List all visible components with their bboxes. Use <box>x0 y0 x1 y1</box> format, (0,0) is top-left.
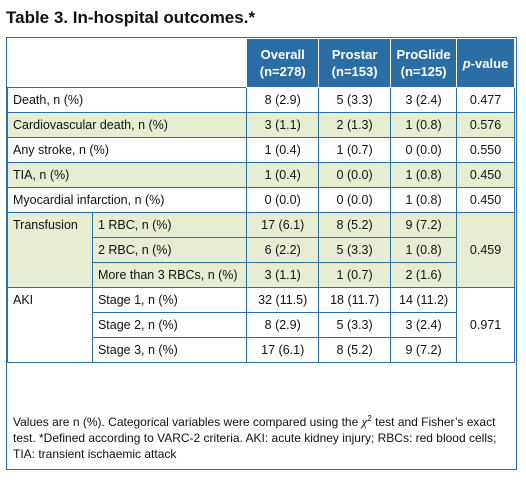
group-label-aki: AKI <box>7 287 93 363</box>
header-blank <box>7 38 247 88</box>
cell-prostar: 5 (3.3) <box>318 312 392 338</box>
cell-prostar: 1 (0.7) <box>318 262 392 288</box>
row-label: TIA, n (%) <box>6 162 248 188</box>
cell-overall: 8 (2.9) <box>246 312 320 338</box>
cell-prostar: 0 (0.0) <box>318 187 392 213</box>
table-row: Myocardial infarction, n (%) 0 (0.0) 0 (… <box>6 187 515 213</box>
row-label: Stage 3, n (%) <box>91 337 248 363</box>
row-label: More than 3 RBCs, n (%) <box>91 262 248 288</box>
table-row: 2 RBC, n (%) 6 (2.2) 5 (3.3) 1 (0.8) <box>8 237 515 263</box>
header-p-value: p-value <box>456 38 515 88</box>
row-label: 2 RBC, n (%) <box>91 237 248 263</box>
cell-prostar: 5 (3.3) <box>318 87 392 113</box>
table-row: Cardiovascular death, n (%) 3 (1.1) 2 (1… <box>6 112 515 138</box>
cell-prostar: 2 (1.3) <box>318 112 392 138</box>
table-title: Table 3. In-hospital outcomes.* <box>6 8 256 27</box>
group-label-transfusion: Transfusion <box>7 212 93 288</box>
cell-overall: 17 (6.1) <box>246 212 320 238</box>
cell-proglide: 1 (0.8) <box>390 162 458 188</box>
row-label: Myocardial infarction, n (%) <box>6 187 248 213</box>
cell-overall: 0 (0.0) <box>246 187 320 213</box>
header-proglide: ProGlide (n=125) <box>390 38 458 88</box>
cell-p-value: 0.550 <box>456 137 515 163</box>
cell-proglide: 1 (0.8) <box>390 187 458 213</box>
cell-proglide: 9 (7.2) <box>390 212 458 238</box>
cell-p-value: 0.450 <box>456 187 515 213</box>
cell-overall: 32 (11.5) <box>246 287 320 313</box>
row-label: 1 RBC, n (%) <box>91 212 248 238</box>
header-overall: Overall (n=278) <box>246 38 320 88</box>
table-row: TIA, n (%) 1 (0.4) 0 (0.0) 1 (0.8) 0.450 <box>6 162 515 188</box>
row-label: Stage 2, n (%) <box>91 312 248 338</box>
cell-prostar: 5 (3.3) <box>318 237 392 263</box>
header-row: Overall (n=278) Prostar (n=153) ProGlide (n… <box>7 38 515 88</box>
cell-p-value-aki: 0.971 <box>456 287 515 363</box>
table-footnote: Values are n (%). Categorical variables … <box>13 414 497 461</box>
cell-overall: 17 (6.1) <box>246 337 320 363</box>
table-row: AKI Stage 1, n (%) 32 (11.5) 18 (11.7) 1… <box>7 287 515 363</box>
table-row: Transfusion 1 RBC, n (%) 17 (6.1) 8 (5.2… <box>7 212 515 288</box>
cell-p-value-transfusion: 0.459 <box>456 212 515 288</box>
cell-p-value: 0.477 <box>456 87 515 113</box>
row-label: Cardiovascular death, n (%) <box>6 112 248 138</box>
cell-proglide: 14 (11.2) <box>390 287 458 313</box>
cell-overall: 3 (1.1) <box>246 262 320 288</box>
table-row: Death, n (%) 8 (2.9) 5 (3.3) 3 (2.4) 0.4… <box>6 87 515 113</box>
cell-proglide: 2 (1.6) <box>390 262 458 288</box>
cell-overall: 8 (2.9) <box>246 87 320 113</box>
cell-proglide: 1 (0.8) <box>390 112 458 138</box>
table-container: Overall (n=278) Prostar (n=153) ProGlide (n… <box>6 37 517 470</box>
cell-proglide: 9 (7.2) <box>390 337 458 363</box>
table-row: Stage 3, n (%) 17 (6.1) 8 (5.2) 9 (7.2) <box>8 337 515 363</box>
cell-overall: 3 (1.1) <box>246 112 320 138</box>
table-row: Any stroke, n (%) 1 (0.4) 1 (0.7) 0 (0.0… <box>6 137 515 163</box>
cell-prostar: 0 (0.0) <box>318 162 392 188</box>
row-label: Death, n (%) <box>6 87 248 113</box>
cell-prostar: 1 (0.7) <box>318 137 392 163</box>
outcomes-table: Overall (n=278) Prostar (n=153) ProGlide (n… <box>6 38 515 363</box>
row-label: Any stroke, n (%) <box>6 137 248 163</box>
header-prostar: Prostar (n=153) <box>318 38 392 88</box>
cell-prostar: 8 (5.2) <box>318 212 392 238</box>
table-row: More than 3 RBCs, n (%) 3 (1.1) 1 (0.7) … <box>8 262 515 288</box>
cell-overall: 6 (2.2) <box>246 237 320 263</box>
row-label: Stage 1, n (%) <box>91 287 248 313</box>
cell-proglide: 3 (2.4) <box>390 312 458 338</box>
cell-overall: 1 (0.4) <box>246 137 320 163</box>
cell-proglide: 3 (2.4) <box>390 87 458 113</box>
cell-p-value: 0.576 <box>456 112 515 138</box>
cell-proglide: 1 (0.8) <box>390 237 458 263</box>
cell-overall: 1 (0.4) <box>246 162 320 188</box>
cell-prostar: 18 (11.7) <box>318 287 392 313</box>
cell-prostar: 8 (5.2) <box>318 337 392 363</box>
table-row: Stage 2, n (%) 8 (2.9) 5 (3.3) 3 (2.4) <box>8 312 515 338</box>
cell-p-value: 0.450 <box>456 162 515 188</box>
cell-proglide: 0 (0.0) <box>390 137 458 163</box>
